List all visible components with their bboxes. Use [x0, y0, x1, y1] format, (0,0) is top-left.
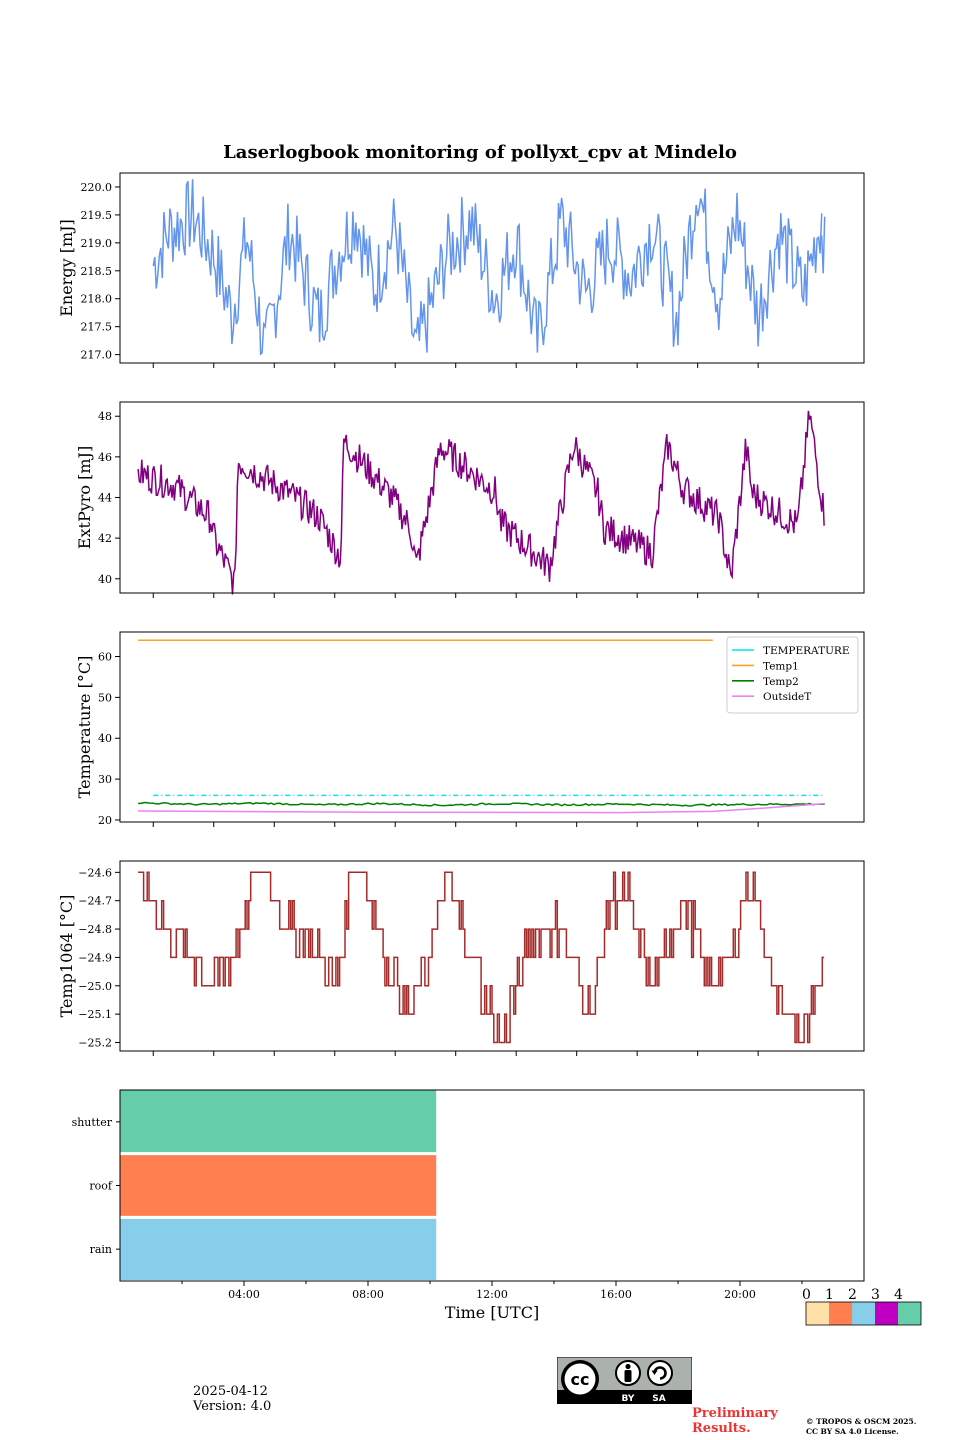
colorbar-swatch-2: [852, 1302, 875, 1325]
y-tick-label: −25.2: [78, 1036, 112, 1049]
legend-label: Temp2: [763, 676, 799, 688]
chart-title: Laserlogbook monitoring of pollyxt_cpv a…: [223, 142, 737, 163]
y-tick-label: 219.5: [81, 209, 113, 222]
series-line-3-0: [138, 871, 825, 1044]
footer-date-version: 2025-04-12 Version: 4.0: [193, 1384, 271, 1414]
copyright-line: © TROPOS & OSCM 2025.: [806, 1417, 917, 1426]
legend-label: OutsideT: [763, 691, 811, 703]
series-line-1-0: [137, 410, 825, 595]
colorbar-swatch-0: [806, 1302, 829, 1325]
license-line: CC BY SA 4.0 License.: [806, 1427, 899, 1436]
x-axis-label: Time [UTC]: [445, 1303, 539, 1322]
axes-frame: [119, 860, 865, 1052]
y-tick-label: −25.1: [78, 1008, 112, 1021]
panel-0: 217.0 217.5 218.0 218.5 219.0 219.5 220.0 Energ…: [57, 172, 865, 368]
y-tick-label: 60: [98, 651, 112, 664]
legend-box: [726, 636, 859, 714]
y-tick-label: 217.5: [81, 321, 113, 334]
colorbar-swatch-4: [898, 1302, 921, 1325]
series-line-0-1: [820, 216, 826, 274]
y-axis-label: Energy [mJ]: [57, 219, 76, 317]
y-tick-label: −24.7: [78, 895, 112, 908]
y-tick-label: 46: [98, 451, 112, 464]
footer-date: 2025-04-12: [193, 1384, 268, 1399]
axes-frame: [119, 401, 865, 594]
axes-frame: [119, 172, 865, 364]
y-tick-label: 220.0: [81, 181, 113, 194]
colorbar-swatch-1: [829, 1302, 852, 1325]
y-axis-label: Temp1064 [°C]: [57, 895, 76, 1018]
creative-commons-by-sa-icon: cc BY SA: [556, 1356, 693, 1408]
axes-frame: [119, 631, 865, 823]
series-line-0-0: [152, 179, 823, 356]
y-tick-label: 219.0: [81, 237, 113, 250]
y-tick-label: −25.0: [78, 980, 112, 993]
svg-text:cc: cc: [571, 1370, 590, 1389]
y-tick-label: 218.0: [81, 293, 113, 306]
x-tick-label: 20:00: [724, 1288, 756, 1301]
y-tick-label: 20: [98, 814, 112, 827]
preliminary-results-label: Preliminary Results.: [692, 1406, 778, 1436]
legend-label: Temp1: [763, 660, 799, 672]
colorbar-tick-label: 2: [848, 1287, 857, 1303]
y-axis-label: ExtPyro [mJ]: [75, 446, 94, 549]
x-tick-label: 12:00: [476, 1288, 508, 1301]
panel-1: 40 42 44 46 48 ExtPyro [mJ]: [75, 401, 865, 598]
status-bar-shutter: [120, 1090, 437, 1153]
panel-2: 20 30 40 50 60 Temperature [°C] TEMPERATURE Tem…: [75, 631, 865, 827]
row-label-shutter: shutter: [72, 1116, 113, 1129]
series-line-2-3: [138, 802, 825, 814]
colorbar-swatch-3: [875, 1302, 898, 1325]
colorbar-tick-label: 0: [802, 1287, 811, 1303]
y-tick-label: −24.9: [78, 951, 112, 964]
y-tick-label: 40: [98, 732, 112, 745]
x-tick-label: 16:00: [600, 1288, 632, 1301]
y-tick-label: 218.5: [81, 265, 113, 278]
legend-label: TEMPERATURE: [763, 645, 850, 657]
row-label-roof: roof: [89, 1180, 113, 1193]
row-label-rain: rain: [90, 1243, 112, 1256]
status-bar-rain: [120, 1217, 437, 1280]
series-line-2-2: [138, 801, 825, 807]
axes-frame: [119, 1089, 865, 1282]
copyright-notice: © TROPOS & OSCM 2025. CC BY SA 4.0 Licen…: [806, 1417, 956, 1437]
y-tick-label: 42: [98, 532, 112, 545]
y-tick-label: 40: [98, 573, 112, 586]
colorbar-tick-label: 1: [825, 1287, 834, 1303]
y-tick-label: 30: [98, 773, 112, 786]
cc-by-label: BY: [622, 1394, 635, 1404]
y-tick-label: 50: [98, 691, 112, 704]
panel-4: shutter roof rain 04:00 08:00 12:00 16:00 20:00…: [72, 1089, 922, 1326]
colorbar-frame: [805, 1301, 922, 1326]
footer-version: Version: 4.0: [193, 1399, 272, 1414]
x-tick-label: 04:00: [228, 1288, 260, 1301]
y-tick-label: −24.8: [78, 923, 112, 936]
status-bar-roof: [120, 1153, 437, 1217]
y-tick-label: −24.6: [78, 866, 112, 879]
y-tick-label: 44: [98, 492, 112, 505]
colorbar-tick-label: 3: [871, 1287, 880, 1303]
colorbar-tick-label: 4: [894, 1287, 903, 1303]
cc-sa-label: SA: [652, 1394, 665, 1404]
panel-3: −24.6 −24.7 −24.8 −24.9 −25.0 −25.1 −25.2 Temp1…: [57, 860, 865, 1056]
y-axis-label: Temperature [°C]: [75, 656, 94, 799]
y-tick-label: 217.0: [81, 349, 113, 362]
y-tick-label: 48: [98, 410, 112, 423]
x-tick-label: 08:00: [352, 1288, 384, 1301]
